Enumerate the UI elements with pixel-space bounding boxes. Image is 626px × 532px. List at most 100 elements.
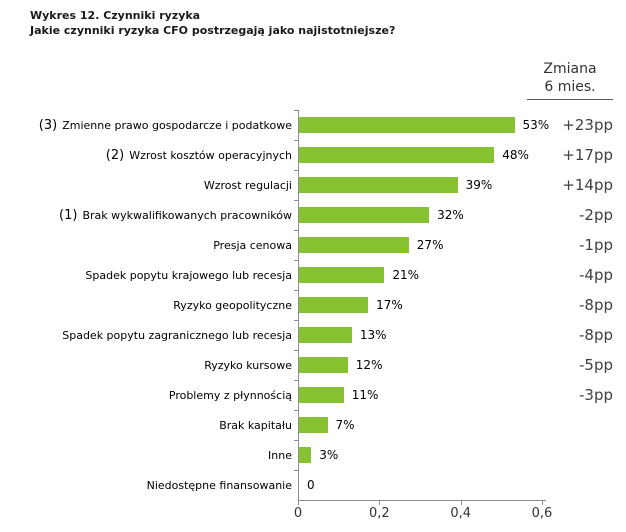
- y-axis-tick: [294, 170, 298, 171]
- y-axis-tick: [294, 470, 298, 471]
- bar: [299, 327, 352, 343]
- bar: [299, 147, 495, 163]
- x-axis-tick-label: 0,4: [450, 506, 472, 521]
- bar: [299, 117, 515, 133]
- bar-cell: 11%: [299, 387, 378, 403]
- value-label: 12%: [355, 358, 383, 372]
- rank-prefix: (1): [59, 207, 78, 223]
- category-label: Inne: [268, 448, 292, 462]
- rank-prefix: (2): [105, 147, 125, 163]
- bar: [299, 297, 369, 313]
- x-axis-line: [298, 500, 546, 501]
- bar: [299, 357, 348, 373]
- change-value: -5pp: [579, 356, 613, 374]
- value-label: 13%: [359, 328, 387, 342]
- category-label: Ryzyko geopolityczne: [173, 298, 292, 312]
- bar-row: Inne 3%: [0, 440, 626, 470]
- bar: [299, 237, 409, 253]
- bar-row: Presja cenowa 27% -1pp: [0, 230, 626, 260]
- bar-cell: 39%: [299, 177, 492, 193]
- value-label: 27%: [416, 238, 444, 252]
- bar-row: Spadek popytu zagranicznego lub recesja 1…: [0, 320, 626, 350]
- category-label-cell: Problemy z płynnością: [0, 389, 299, 402]
- category-label-cell: (2) Wzrost kosztów operacyjnych: [0, 148, 299, 163]
- bar: [299, 267, 385, 283]
- y-axis-tick: [294, 200, 298, 201]
- bar-cell: 0: [299, 477, 315, 493]
- bar: [299, 177, 458, 193]
- category-label: Ryzyko kursowe: [204, 358, 292, 372]
- x-axis-tick-label: 0,6: [531, 506, 553, 521]
- category-label: Spadek popytu krajowego lub recesja: [85, 268, 292, 282]
- value-label: 17%: [376, 298, 403, 312]
- bar: [299, 447, 312, 463]
- bar-row: Wzrost regulacji 39% +14pp: [0, 170, 626, 200]
- rank-prefix: (3): [38, 117, 58, 133]
- value-label: 39%: [465, 178, 493, 192]
- value-label: 7%: [335, 418, 355, 432]
- category-label: Presja cenowa: [213, 238, 292, 252]
- bar-row: (1) Brak wykwalifikowanych pracowników 32%…: [0, 200, 626, 230]
- category-label-cell: Wzrost regulacji: [0, 179, 299, 192]
- y-axis-tick: [294, 110, 298, 111]
- category-label-cell: Presja cenowa: [0, 239, 299, 252]
- bar-cell: 7%: [299, 417, 355, 433]
- value-label: 3%: [319, 448, 339, 462]
- value-label: 53%: [522, 118, 550, 132]
- bar-row: Spadek popytu krajowego lub recesja 21% -4…: [0, 260, 626, 290]
- bar-row: Niedostępne finansowanie 0: [0, 470, 626, 500]
- x-axis-tick: [298, 500, 299, 505]
- change-value: -2pp: [579, 206, 613, 224]
- y-axis-line: [298, 110, 299, 500]
- category-label: Wzrost regulacji: [203, 178, 292, 192]
- category-label-cell: Spadek popytu krajowego lub recesja: [0, 269, 299, 282]
- value-label: 0: [307, 478, 315, 492]
- y-axis-tick: [294, 260, 298, 261]
- y-axis-tick: [294, 440, 298, 441]
- bar: [299, 417, 328, 433]
- bar-rows: (3) Zmienne prawo gospodarcze i podatkowe…: [0, 110, 626, 500]
- change-header-line1: Zmiana: [543, 61, 597, 77]
- bar-cell: 48%: [299, 147, 529, 163]
- category-label-cell: Spadek popytu zagranicznego lub recesja: [0, 329, 299, 342]
- category-label-cell: Inne: [0, 449, 299, 462]
- category-label: Niedostępne finansowanie: [146, 478, 292, 492]
- bar-row: Brak kapitału 7%: [0, 410, 626, 440]
- category-label-cell: Niedostępne finansowanie: [0, 479, 299, 492]
- x-axis-tick-label: 0,2: [368, 506, 390, 521]
- y-axis-tick: [294, 320, 298, 321]
- y-axis-tick: [294, 230, 298, 231]
- bar-row: (2) Wzrost kosztów operacyjnych 48% +17pp: [0, 140, 626, 170]
- y-axis-tick: [294, 140, 298, 141]
- bar-cell: 3%: [299, 447, 338, 463]
- value-label: 32%: [437, 208, 464, 222]
- bar-cell: 53%: [299, 117, 549, 133]
- bar-cell: 27%: [299, 237, 443, 253]
- x-axis-tick: [460, 500, 462, 505]
- change-column-header: Zmiana 6 mies.: [527, 60, 613, 100]
- change-value: -8pp: [579, 296, 613, 314]
- y-axis-tick: [294, 350, 298, 351]
- category-label-cell: Ryzyko geopolityczne: [0, 299, 299, 312]
- bar-row: (3) Zmienne prawo gospodarcze i podatkowe…: [0, 110, 626, 140]
- bar-cell: 13%: [299, 327, 387, 343]
- x-axis-tick-label: 0: [293, 506, 303, 521]
- x-axis-tick: [379, 500, 381, 505]
- chart-subtitle: Jakie czynniki ryzyka CFO postrzegają ja…: [30, 24, 396, 37]
- category-label-cell: Ryzyko kursowe: [0, 359, 299, 372]
- chart-title-block: Wykres 12. Czynniki ryzyka Jakie czynnik…: [30, 8, 395, 38]
- category-label-cell: (3) Zmienne prawo gospodarcze i podatkowe: [0, 118, 299, 133]
- bar-cell: 32%: [299, 207, 464, 223]
- y-axis-tick: [294, 290, 298, 291]
- category-label: Zmienne prawo gospodarcze i podatkowe: [62, 118, 292, 132]
- change-value: +17pp: [562, 146, 613, 164]
- y-axis-tick: [294, 380, 298, 381]
- bar-cell: 17%: [299, 297, 403, 313]
- bar-row: Ryzyko kursowe 12% -5pp: [0, 350, 626, 380]
- category-label: Spadek popytu zagranicznego lub recesja: [62, 328, 292, 342]
- change-header-line2: 6 mies.: [544, 79, 596, 95]
- value-label: 48%: [502, 148, 529, 162]
- change-value: -1pp: [579, 236, 613, 254]
- bar-cell: 12%: [299, 357, 382, 373]
